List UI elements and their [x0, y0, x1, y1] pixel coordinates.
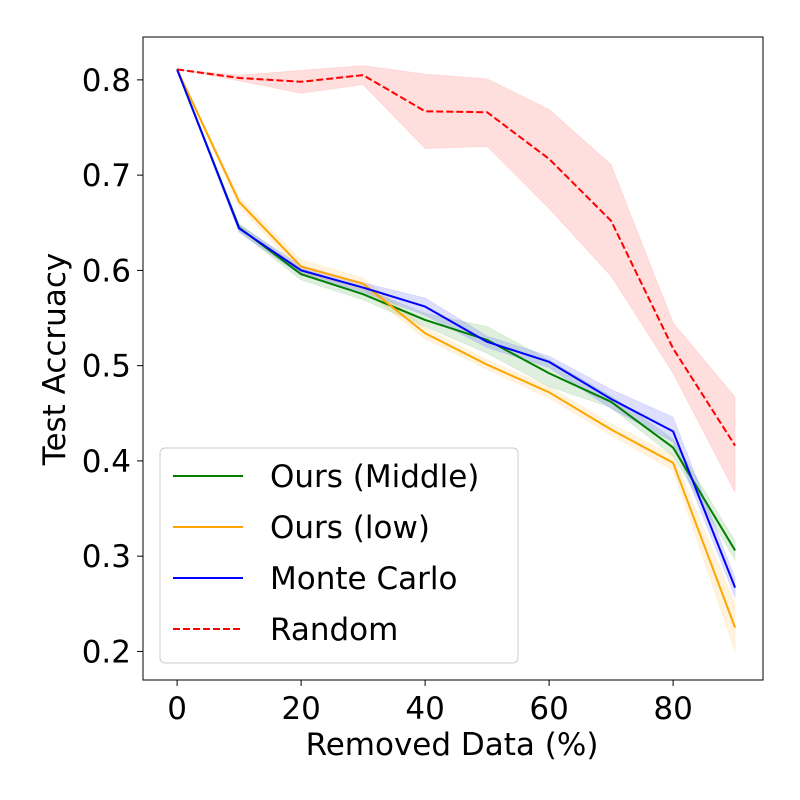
x-axis-ticks: 0 20 40 60 80 [167, 680, 693, 727]
series-line-ours-low [176, 68, 737, 628]
legend: Ours (Middle) Ours (low) Monte Carlo Random [159, 447, 519, 664]
series-lines [176, 68, 737, 628]
series-line-monte-carlo [176, 69, 737, 588]
y-tick-label: 0.8 [82, 63, 131, 99]
x-axis-label: Removed Data (%) [306, 727, 599, 763]
y-tick-label: 0.4 [82, 444, 131, 480]
x-tick-label: 20 [281, 691, 320, 727]
legend-label: Ours (Middle) [270, 459, 479, 495]
x-tick-label: 40 [405, 691, 444, 727]
plot-frame [142, 36, 764, 681]
y-tick-label: 0.6 [82, 253, 131, 289]
y-tick-label: 0.3 [82, 539, 131, 575]
series-line-ours-middle [176, 69, 736, 551]
y-tick-label: 0.5 [82, 349, 131, 385]
legend-label: Monte Carlo [270, 561, 457, 597]
legend-label: Random [270, 612, 398, 648]
legend-label: Ours (low) [270, 510, 430, 546]
y-axis-ticks: 0.2 0.3 0.4 0.5 0.6 0.7 0.8 [82, 63, 143, 670]
x-tick-label: 80 [653, 691, 692, 727]
y-axis-label: Test Accruacy [37, 253, 73, 466]
y-tick-label: 0.7 [82, 158, 131, 194]
x-tick-label: 0 [167, 691, 187, 727]
legend-box [159, 447, 519, 664]
y-tick-label: 0.2 [82, 634, 131, 670]
x-tick-label: 60 [529, 691, 568, 727]
series-line-random [176, 68, 736, 447]
